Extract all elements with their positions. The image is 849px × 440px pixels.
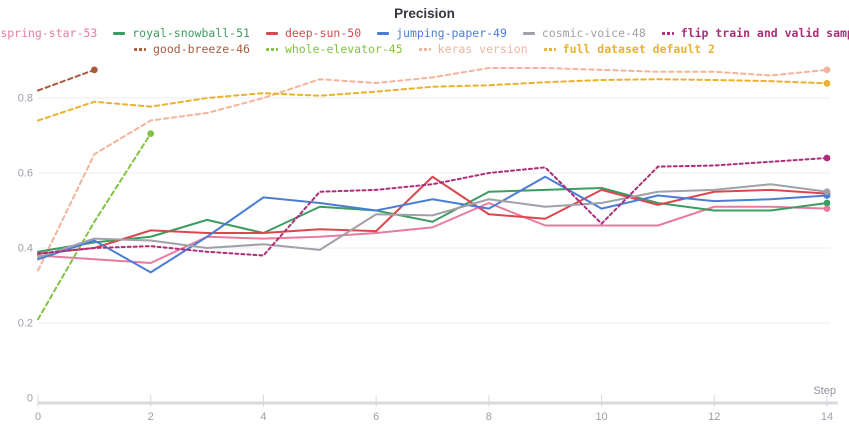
- legend-row-2: good-breeze-46 whole-elevator-45 keras ver…: [134, 42, 715, 57]
- series-line-whole-elevator-45[interactable]: [37, 132, 152, 321]
- series-end-dot-royal-snowball-51: [823, 199, 831, 207]
- legend-label: cosmic-voice-48: [541, 26, 646, 40]
- dashed-line-swatch-icon: [543, 48, 556, 51]
- y-tick-label: 0.2: [18, 318, 33, 330]
- x-tick-label: 2: [148, 411, 154, 423]
- solid-line-swatch-icon: [377, 32, 390, 35]
- legend-item-flip-train-and-valid-sample[interactable]: flip train and valid sample: [661, 26, 849, 41]
- series-line-jumping-paper-49[interactable]: [37, 175, 828, 274]
- series-line-spring-star-53[interactable]: [37, 202, 828, 264]
- series-end-dot-cosmic-voice-48: [823, 188, 831, 196]
- solid-line-swatch-icon: [265, 32, 278, 35]
- y-tick-label: 0.4: [18, 243, 33, 255]
- legend-item-good-breeze-46[interactable]: good-breeze-46: [134, 42, 250, 57]
- legend-label: good-breeze-46: [153, 42, 250, 56]
- solid-line-swatch-icon: [113, 32, 126, 35]
- chart-title: Precision: [394, 6, 455, 21]
- series-end-dot-good-breeze-46: [90, 66, 98, 74]
- legend-label: spring-star-53: [0, 26, 98, 40]
- x-tick-label: 0: [35, 411, 41, 423]
- y-tick-label: 0: [27, 393, 33, 405]
- dashed-line-swatch-icon: [418, 48, 431, 51]
- legend-item-full-dataset-default-2[interactable]: full dataset default 2: [543, 42, 715, 57]
- series-line-deep-sun-50[interactable]: [37, 175, 828, 255]
- series-line-good-breeze-46[interactable]: [37, 68, 96, 92]
- legend-label: keras version: [437, 42, 528, 56]
- legend-item-cosmic-voice-48[interactable]: cosmic-voice-48: [522, 26, 646, 41]
- series-line-keras-version[interactable]: [37, 67, 828, 272]
- legend-item-deep-sun-50[interactable]: deep-sun-50: [265, 26, 362, 41]
- series-line-full-dataset-default-2[interactable]: [37, 78, 828, 122]
- y-tick-label: 0.8: [18, 93, 33, 105]
- legend-label: jumping-paper-49: [396, 26, 507, 40]
- series-end-dot-spring-star-53: [823, 205, 831, 213]
- x-tick-label: 10: [595, 411, 607, 423]
- series-end-dot-keras-version: [823, 66, 831, 74]
- series-end-dot-flip-train-and-valid-sample: [823, 154, 831, 162]
- legend-label: flip train and valid sample: [680, 26, 849, 40]
- series-end-dot-whole-elevator-45: [147, 130, 155, 138]
- x-tick-label: 12: [708, 411, 720, 423]
- dashed-line-swatch-icon: [661, 32, 674, 35]
- chart-legend: spring-star-53 royal-snowball-51 deep-sun-…: [0, 26, 849, 57]
- legend-label: full dataset default 2: [562, 42, 715, 56]
- y-tick-label: 0.6: [18, 168, 33, 180]
- legend-label: deep-sun-50: [284, 26, 362, 40]
- x-tick-label: 4: [260, 411, 266, 423]
- legend-label: royal-snowball-51: [132, 26, 250, 40]
- legend-item-keras-version[interactable]: keras version: [418, 42, 528, 57]
- legend-row-1: spring-star-53 royal-snowball-51 deep-sun-…: [0, 26, 849, 41]
- legend-item-spring-star-53[interactable]: spring-star-53: [0, 26, 97, 41]
- x-tick-label: 14: [821, 411, 833, 423]
- solid-line-swatch-icon: [522, 32, 535, 35]
- series-line-flip-train-and-valid-sample[interactable]: [37, 157, 828, 257]
- legend-item-jumping-paper-49[interactable]: jumping-paper-49: [377, 26, 507, 41]
- x-tick-label: 8: [486, 411, 492, 423]
- series-line-cosmic-voice-48[interactable]: [37, 183, 828, 259]
- x-tick-label: 6: [373, 411, 379, 423]
- legend-item-whole-elevator-45[interactable]: whole-elevator-45: [265, 42, 403, 57]
- x-axis-title: Step: [813, 385, 836, 397]
- dashed-line-swatch-icon: [134, 48, 146, 51]
- legend-label: whole-elevator-45: [284, 42, 403, 56]
- dashed-line-swatch-icon: [265, 48, 278, 51]
- series-end-dot-full-dataset-default-2: [823, 79, 831, 87]
- legend-item-royal-snowball-51[interactable]: royal-snowball-51: [113, 26, 250, 41]
